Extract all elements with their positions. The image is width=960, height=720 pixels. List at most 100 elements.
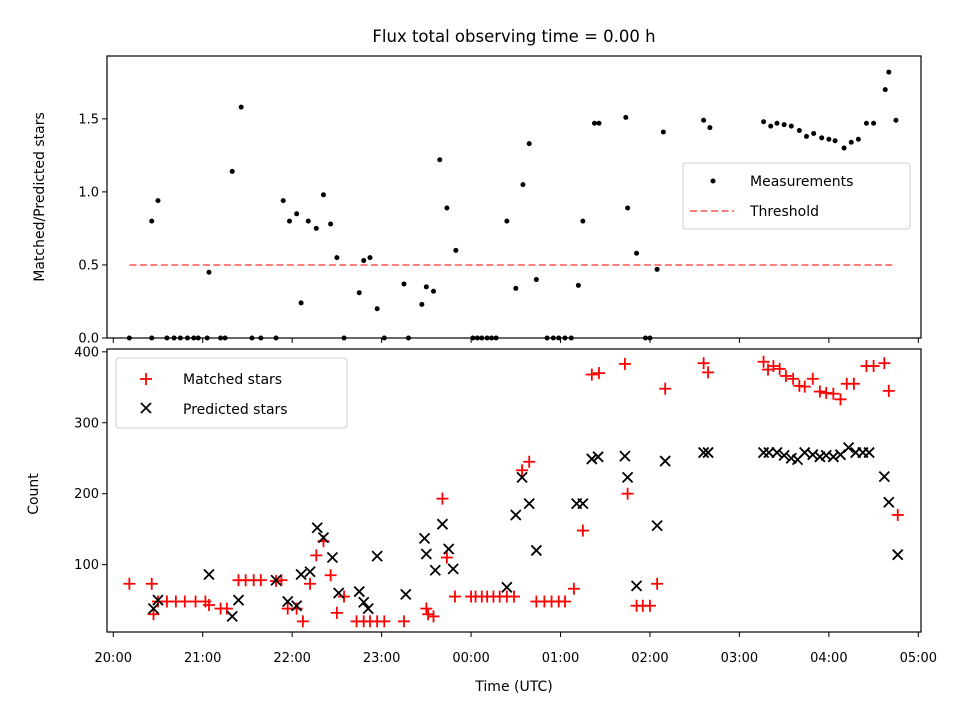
predicted-star-point [771,446,783,459]
matched-star-point [202,599,215,612]
predicted-star-point [232,594,245,606]
measurement-point [313,225,319,231]
counts-y-tick-label: 300 [74,416,99,431]
matched-star-point [436,492,449,505]
measurement-point [419,301,425,307]
measurement-point [701,117,707,123]
matched-star-point [618,357,631,370]
matched-star-point [254,574,267,587]
predicted-star-point [659,455,671,467]
matched-star-point [834,393,847,406]
measurement-point [761,119,767,125]
matched-star-point [338,590,351,603]
measurement-point [430,288,436,294]
measurement-point [298,300,304,306]
matched-star-point [773,362,786,375]
ratio-y-tick-label: 1.5 [78,112,99,127]
legend-predicted-label: Predicted stars [183,402,288,418]
counts-y-tick-label: 200 [74,487,99,502]
matched-star-point [867,360,880,373]
matched-star-point [275,574,288,587]
measurement-point [841,145,847,151]
predicted-star-point [311,522,323,534]
measurement-point [229,168,235,174]
predicted-star-point [763,446,775,459]
predicted-star-point [295,568,307,581]
predicted-star-point [282,595,294,608]
measurement-point [444,205,450,211]
measurement-point [882,87,888,93]
matched-star-point [178,595,191,608]
x-tick-label: 01:00 [542,651,579,666]
counts-legend-frame [115,357,348,429]
matched-star-point [787,372,800,385]
matched-star-point [702,366,715,379]
measurement-point [832,138,838,144]
predicted-star-point [333,587,345,599]
counts-panel: 100 200 300 400 20:00 21:00 22:00 23:00 00:00 01… [26,345,937,695]
matched-star-point [422,608,435,621]
predicted-star-point [592,451,604,463]
measurement-point [149,218,155,224]
chart-title: Flux total observing time = 0.00 h [372,27,655,46]
measurement-point [305,218,311,224]
measurement-point [206,269,212,275]
matched-star-point [397,615,410,628]
predicted-star-point [577,497,589,510]
measurement-point [453,247,459,253]
predicted-star-point [443,543,455,555]
matched-star-point [847,377,860,390]
predicted-star-point [863,446,875,459]
legend-measurements-label: Measurements [750,174,853,190]
predicted-star-point [878,471,890,483]
measurement-point [863,120,869,126]
ratio-axes-frame [106,55,922,339]
predicted-star-point [358,596,370,608]
matched-star-point [891,508,904,521]
measurement-point [788,123,794,129]
measurement-point [804,133,810,139]
legend-predicted-marker [140,402,152,414]
predicted-star-point [147,602,160,615]
matched-star-point [882,384,895,397]
ratio-y-tick-label: 0.5 [78,258,99,273]
matched-star-point [585,368,598,381]
measurement-point [367,255,373,261]
matched-star-point [220,602,233,615]
measurement-point [886,69,892,75]
counts-y-tick-label: 100 [74,558,99,573]
measurement-point [819,135,825,141]
measurement-point [526,141,532,147]
predicted-star-point [630,580,643,592]
matched-star-point [878,357,891,370]
legend-measurements-marker [710,178,716,184]
predicted-star-point [799,446,811,459]
counts-y-axis-label: Count [26,473,42,515]
matched-star-point [123,577,136,590]
predicted-star-point [226,610,238,623]
measurement-point [592,120,598,126]
predicted-star-point [317,532,330,544]
predicted-star-point [530,544,542,557]
legend-matched-marker [140,373,152,385]
matched-star-point [558,595,571,608]
matched-star-point [420,602,433,615]
predicted-star-point [429,564,441,576]
measurement-point [893,117,899,123]
predicted-star-point [586,453,598,465]
predicted-star-point [621,471,634,484]
x-tick-label: 23:00 [363,651,400,666]
measurement-point [294,211,300,217]
measurement-point [334,255,340,261]
legend-threshold-label: Threshold [749,204,819,220]
measurement-point [625,205,631,211]
measurement-point [811,130,817,136]
measurement-point [634,250,640,256]
measurement-point [374,306,380,312]
predicted-star-point [510,509,522,521]
ratio-y-axis-label: Matched/Predicted stars [32,112,48,282]
matched-star-point [576,524,589,537]
matched-star-point [508,590,520,603]
measurement-point [286,218,292,224]
ratio-y-tick-label: 1.0 [78,185,99,200]
